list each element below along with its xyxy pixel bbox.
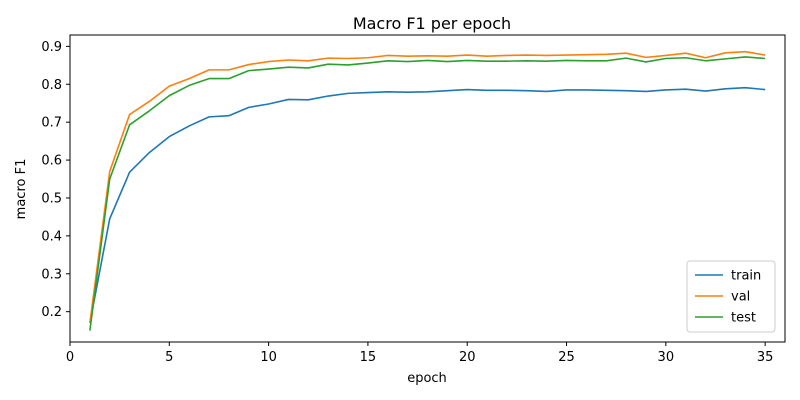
y-tick-label: 0.7 [41,116,62,131]
y-tick-label: 0.2 [41,305,62,320]
legend: train val test [686,260,776,333]
y-tick-label: 0.9 [41,40,62,55]
y-axis: 0.2 0.3 0.4 0.5 0.6 0.7 0.8 0.9 [41,40,70,320]
legend-label-train: train [731,269,761,284]
series-line-train [89,86,766,324]
y-tick-label: 0.3 [41,267,62,282]
x-tick-label: 15 [360,350,377,365]
series-layer [89,50,766,331]
legend-label-test: test [731,311,756,326]
x-tick-label: 10 [260,350,277,365]
x-tick-label: 35 [757,350,774,365]
x-tick-label: 25 [558,350,575,365]
x-tick-label: 0 [66,350,74,365]
plot-frame [69,34,786,343]
x-tick-label: 30 [658,350,675,365]
legend-box [686,260,776,333]
x-axis-title: epoch [407,371,447,386]
y-axis-title: macro F1 [14,159,29,220]
legend-label-val: val [731,290,750,305]
y-tick-label: 0.6 [41,154,62,169]
y-tick-label: 0.8 [41,78,62,93]
chart-title: Macro F1 per epoch [353,14,511,33]
series-line-val [89,50,766,324]
x-tick-label: 5 [165,350,173,365]
y-tick-label: 0.5 [41,191,62,206]
series-line-test [89,56,766,331]
x-axis: 0 5 10 15 20 25 30 35 [66,342,774,365]
x-tick-label: 20 [459,350,476,365]
y-tick-label: 0.4 [41,229,62,244]
